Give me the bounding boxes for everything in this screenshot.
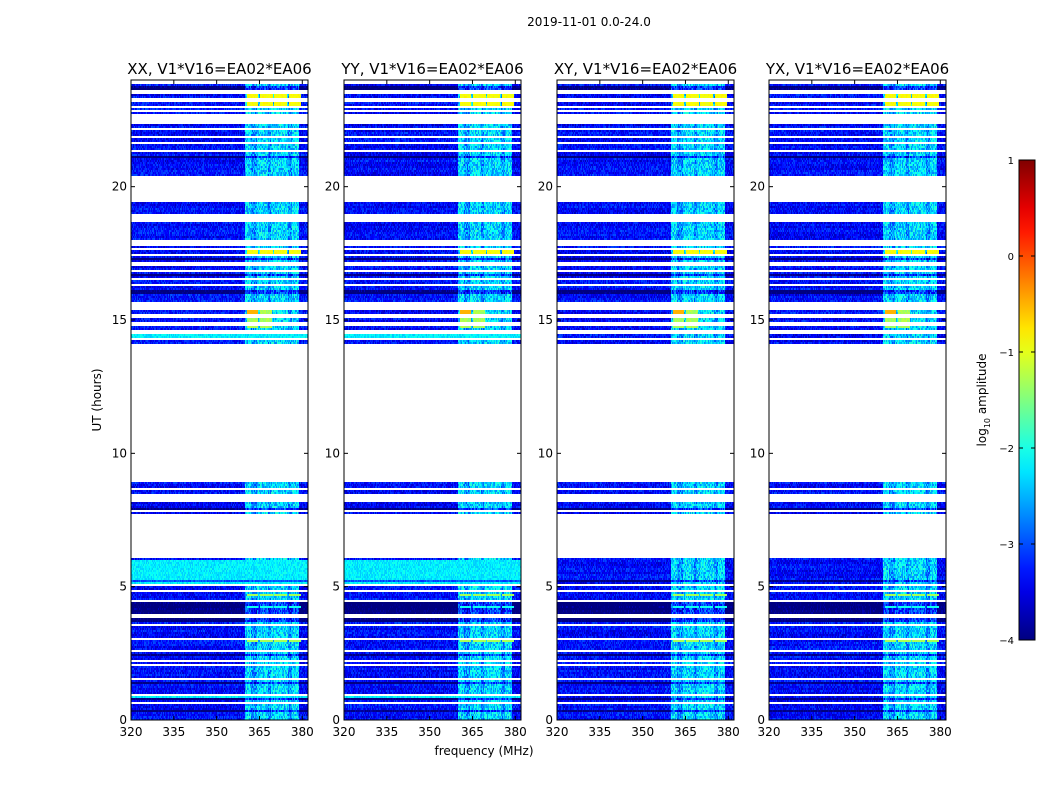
spectrogram-image [131,80,308,720]
colorbar-label: log10 amplitude [975,354,992,447]
x-tick-label: 350 [418,725,441,739]
spectrogram-image [557,80,734,720]
panel-frame [768,79,947,721]
panel-yx: YX, V1*V16=EA02*EA06 320 335 350 365 380 0 5 10 1… [750,60,952,739]
figure-suptitle: 2019-11-01 0.0-24.0 [527,15,651,29]
panel-title: YY, V1*V16=EA02*EA06 [340,60,523,78]
y-tick-label: 5 [332,580,340,594]
x-axis-label: frequency (MHz) [434,744,533,758]
colorbar-tick-label: −1 [999,348,1014,359]
panel-xy: XY, V1*V16=EA02*EA06 320 335 350 365 380 0 5 10 1… [538,60,740,739]
colorbar-tick-label: −4 [999,636,1014,647]
colorbar-tick-label: −2 [999,444,1014,455]
y-tick-label: 10 [112,446,127,460]
x-tick-label: 320 [120,725,143,739]
colorbar-tick-label: 0 [1008,252,1014,263]
y-tick-label: 5 [757,580,765,594]
panel-frame [556,79,735,721]
x-tick-label: 320 [333,725,356,739]
y-tick-label: 20 [112,180,127,194]
x-tick-label: 335 [375,725,398,739]
panel-frame [130,79,309,721]
spectrogram-image [344,80,521,720]
y-tick-label: 0 [545,713,553,727]
y-tick-label: 15 [112,313,127,327]
y-axis-label: UT (hours) [90,368,104,431]
y-tick-label: 15 [325,313,340,327]
y-tick-label: 5 [119,580,127,594]
x-tick-label: 320 [546,725,569,739]
x-tick-label: 380 [929,725,952,739]
y-tick-label: 15 [750,313,765,327]
y-tick-label: 20 [538,180,553,194]
y-tick-label: 15 [538,313,553,327]
x-tick-label: 350 [205,725,228,739]
colorbar-gradient [1018,159,1036,641]
y-tick-label: 10 [538,446,553,460]
y-tick-label: 0 [757,713,765,727]
x-tick-label: 350 [843,725,866,739]
panel-yy: YY, V1*V16=EA02*EA06 320 335 350 365 380 0 5 10 1… [325,60,527,739]
x-tick-label: 380 [504,725,527,739]
x-tick-label: 380 [717,725,740,739]
x-tick-label: 335 [800,725,823,739]
y-tick-label: 0 [332,713,340,727]
panel-title: YX, V1*V16=EA02*EA06 [765,60,949,78]
panel-frame [343,79,522,721]
x-tick-label: 365 [248,725,271,739]
x-tick-label: 365 [886,725,909,739]
x-tick-label: 335 [162,725,185,739]
x-tick-label: 365 [674,725,697,739]
y-tick-label: 10 [750,446,765,460]
x-tick-label: 365 [461,725,484,739]
panel-title: XX, V1*V16=EA02*EA06 [127,60,311,78]
x-tick-label: 350 [631,725,654,739]
y-tick-label: 5 [545,580,553,594]
y-tick-label: 20 [325,180,340,194]
y-tick-label: 20 [750,180,765,194]
colorbar-tick-label: −3 [999,540,1014,551]
y-tick-label: 0 [119,713,127,727]
spectrogram-image [769,80,946,720]
panel-title: XY, V1*V16=EA02*EA06 [554,60,737,78]
y-tick-label: 10 [325,446,340,460]
colorbar-tick-label: 1 [1008,156,1014,167]
x-tick-label: 320 [758,725,781,739]
panels: XX, V1*V16=EA02*EA06 320 335 350 365 380 0 5 10 1… [112,60,952,739]
x-tick-label: 335 [588,725,611,739]
panel-xx: XX, V1*V16=EA02*EA06 320 335 350 365 380 0 5 10 1… [112,60,314,739]
x-tick-label: 380 [291,725,314,739]
colorbar: 1 0 −1 −2 −3 −4 log10 amplitude [975,156,1036,647]
